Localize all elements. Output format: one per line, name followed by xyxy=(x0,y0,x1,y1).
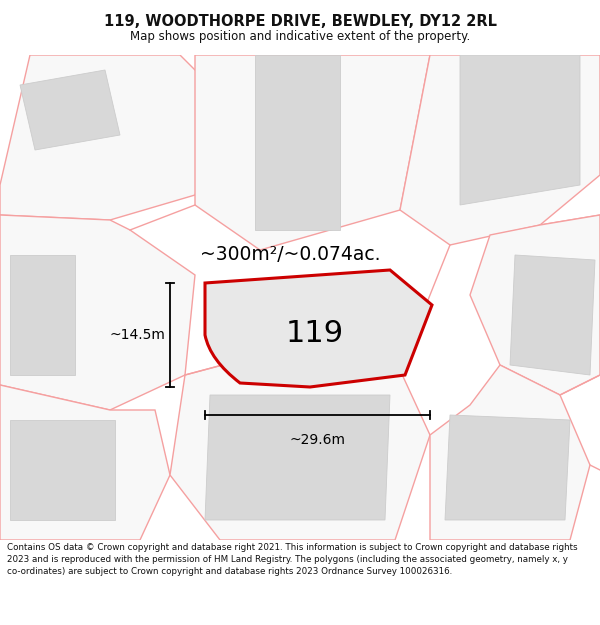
Polygon shape xyxy=(10,420,115,520)
Polygon shape xyxy=(0,55,230,220)
Text: Map shows position and indicative extent of the property.: Map shows position and indicative extent… xyxy=(130,30,470,43)
Polygon shape xyxy=(205,395,390,520)
Text: ~29.6m: ~29.6m xyxy=(290,433,346,447)
Polygon shape xyxy=(0,215,195,410)
Polygon shape xyxy=(510,255,595,375)
Text: 119, WOODTHORPE DRIVE, BEWDLEY, DY12 2RL: 119, WOODTHORPE DRIVE, BEWDLEY, DY12 2RL xyxy=(104,14,497,29)
Polygon shape xyxy=(460,55,580,205)
Polygon shape xyxy=(195,55,430,250)
Text: 119: 119 xyxy=(286,319,344,348)
Polygon shape xyxy=(10,255,75,375)
Polygon shape xyxy=(170,355,430,540)
Text: ~14.5m: ~14.5m xyxy=(109,328,165,342)
Polygon shape xyxy=(20,70,120,150)
Polygon shape xyxy=(470,215,600,395)
PathPatch shape xyxy=(205,270,432,387)
Polygon shape xyxy=(430,365,590,540)
Polygon shape xyxy=(400,55,600,245)
Polygon shape xyxy=(0,385,170,540)
Polygon shape xyxy=(445,415,570,520)
Polygon shape xyxy=(255,55,340,230)
Text: Contains OS data © Crown copyright and database right 2021. This information is : Contains OS data © Crown copyright and d… xyxy=(7,542,578,576)
Text: ~300m²/~0.074ac.: ~300m²/~0.074ac. xyxy=(200,246,380,264)
